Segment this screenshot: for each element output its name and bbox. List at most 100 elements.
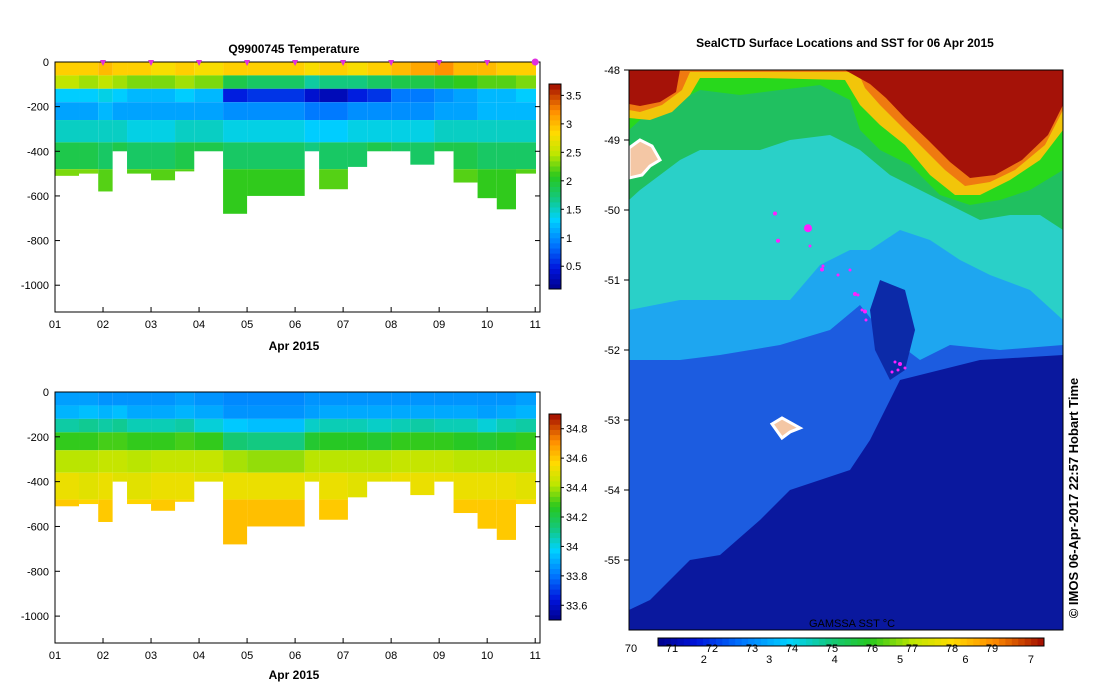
temperature-colorbar-segment — [549, 283, 561, 290]
temperature-colorbar-segment — [549, 227, 561, 234]
heard-island-coastline — [769, 416, 804, 441]
temperature-cell — [304, 142, 320, 152]
sst-colorbar-segment — [953, 638, 961, 646]
temperature-cell — [477, 75, 497, 89]
temperature-colorbar-segment — [549, 201, 561, 208]
salinity-cell — [410, 450, 435, 473]
temperature-x-tick-label: 09 — [433, 319, 445, 331]
temperature-cell — [434, 102, 454, 121]
salinity-x-tick-label: 05 — [241, 650, 253, 662]
sst-celsius-tick-label: 5 — [897, 654, 903, 666]
sst-colorbar-segment — [735, 638, 743, 646]
temperature-y-tick-label: -800 — [27, 236, 49, 248]
temperature-x-axis: 01 02 03 04 05 06 07 08 09 10 11 — [49, 307, 541, 331]
temperature-colorbar-segment — [549, 150, 561, 157]
salinity-cell — [55, 499, 80, 507]
salinity-colorbar-segment — [549, 475, 561, 482]
temperature-cell — [79, 142, 99, 170]
salinity-cell — [247, 450, 305, 473]
salinity-cell — [175, 472, 195, 500]
sst-colorbar-segment — [760, 638, 768, 646]
sst-colorbar-segment — [670, 638, 678, 646]
sst-fahrenheit-tick-label: 70 — [625, 643, 637, 655]
temperature-cell — [347, 75, 368, 89]
sst-fahrenheit-tick-label: 78 — [946, 643, 958, 655]
temperature-cell — [79, 62, 99, 76]
salinity-cell — [391, 472, 411, 482]
salinity-cell — [98, 450, 113, 473]
temperature-cell — [79, 120, 99, 143]
temperature-colorbar-tick-label: 2 — [566, 176, 572, 188]
salinity-colorbar-segment — [549, 501, 561, 508]
salinity-cell — [127, 405, 152, 419]
profile-marker — [148, 60, 155, 66]
temperature-y-tick-label: -1000 — [21, 280, 49, 292]
temperature-cell — [79, 102, 99, 121]
temperature-cell — [319, 142, 348, 170]
temperature-colorbar-segment — [549, 196, 561, 203]
sst-fahrenheit-tick-label: 74 — [786, 643, 798, 655]
salinity-plot-area — [55, 392, 536, 545]
temperature-y-tick-label: -400 — [27, 146, 49, 158]
salinity-cell — [223, 405, 248, 419]
temperature-cell — [496, 102, 516, 121]
temperature-cell — [304, 62, 320, 76]
temperature-cell — [367, 88, 392, 103]
temperature-cell — [247, 142, 305, 170]
temperature-cell — [515, 142, 536, 170]
seal-location — [776, 238, 780, 243]
temperature-colorbar-segment — [549, 237, 561, 244]
sst-colorbar-segment — [986, 638, 994, 646]
salinity-cell — [347, 418, 368, 433]
sst-colorbar-segment — [915, 638, 923, 646]
salinity-cell — [391, 418, 411, 433]
sst-colorbar-segment — [838, 638, 846, 646]
temperature-colorbar-segment — [549, 155, 561, 162]
sst-colorbar-segment — [818, 638, 826, 646]
salinity-cell — [175, 499, 195, 502]
temperature-x-tick-label: 03 — [145, 319, 157, 331]
temperature-cell — [175, 120, 195, 143]
salinity-colorbar-segment — [549, 537, 561, 544]
seal-location — [896, 368, 900, 372]
salinity-cell — [79, 405, 99, 419]
temperature-cell — [453, 120, 478, 143]
temperature-cell — [453, 169, 478, 183]
temperature-cell — [223, 102, 248, 121]
salinity-cell — [515, 405, 536, 419]
temperature-cell — [319, 102, 348, 121]
sst-colorbar-segment — [786, 638, 794, 646]
salinity-cell — [496, 405, 516, 419]
sst-warm-corner — [629, 70, 680, 106]
sst-field — [629, 70, 1063, 630]
temperature-cell — [127, 120, 152, 143]
salinity-cell — [391, 450, 411, 473]
salinity-colorbar-tick-label: 33.6 — [566, 600, 587, 612]
temperature-colorbar-segment — [549, 278, 561, 285]
salinity-y-tick-label: -600 — [27, 521, 49, 533]
sst-colorbar-segment — [1018, 638, 1026, 646]
salinity-colorbar-segment — [549, 419, 561, 425]
salinity-colorbar-segment — [549, 573, 561, 580]
salinity-cell — [515, 472, 536, 500]
temperature-cell — [55, 102, 80, 121]
temperature-frame — [54, 61, 541, 313]
salinity-colorbar-tick-label: 34.4 — [566, 483, 587, 495]
temperature-cell — [477, 62, 497, 76]
temperature-colorbar-segment — [549, 222, 561, 228]
salinity-cell — [434, 472, 454, 482]
sst-colorbar-segment — [728, 638, 736, 646]
seal-location — [864, 318, 868, 322]
map-y-tick-label: -53 — [604, 415, 620, 427]
temperature-colorbar-tick-label: 3 — [566, 119, 572, 131]
salinity-cell — [127, 432, 152, 451]
temperature-cell — [194, 62, 224, 76]
salinity-cell — [247, 472, 305, 500]
temperature-cell — [347, 120, 368, 143]
salinity-cell — [79, 418, 99, 433]
temperature-cell — [127, 62, 152, 76]
salinity-cell — [367, 392, 392, 406]
temperature-cell — [127, 142, 152, 170]
salinity-cell — [175, 418, 195, 433]
salinity-cell — [391, 405, 411, 419]
